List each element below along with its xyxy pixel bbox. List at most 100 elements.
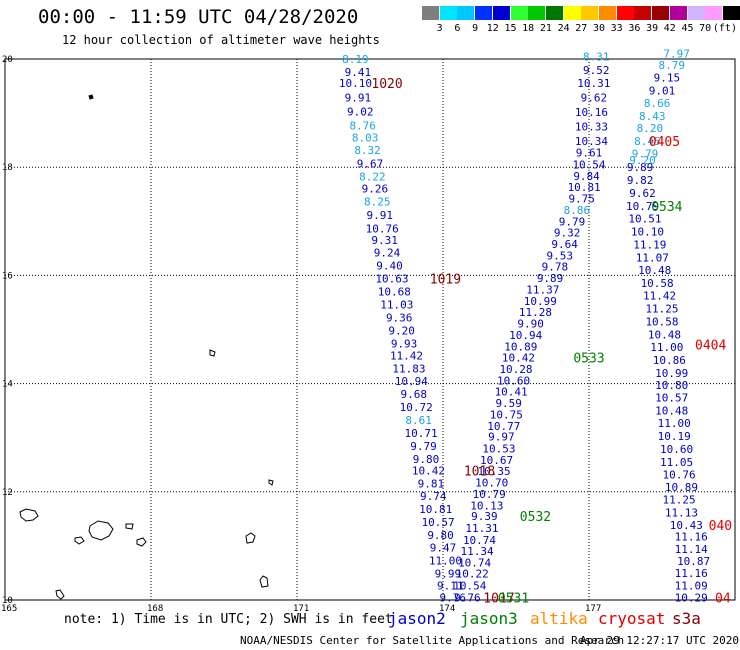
wave-height-value: 9.82 bbox=[627, 174, 654, 187]
wave-height-value: 9.91 bbox=[366, 209, 393, 222]
wave-height-value: 9.39 bbox=[471, 510, 498, 523]
wave-height-value: 10.74 bbox=[458, 557, 491, 570]
wave-height-value: 8.32 bbox=[354, 144, 381, 157]
pass-time-stamp: 0531 bbox=[498, 591, 529, 606]
wave-height-value: 9.78 bbox=[542, 261, 569, 274]
scale-swatch bbox=[687, 6, 705, 20]
scale-swatch bbox=[492, 6, 510, 20]
wave-height-value: 10.80 bbox=[655, 379, 688, 392]
wave-height-value: 11.09 bbox=[675, 579, 708, 592]
wave-height-value: 10.77 bbox=[487, 420, 520, 433]
scale-swatch bbox=[599, 6, 616, 20]
credit-line: NOAA/NESDIS Center for Satellite Applica… bbox=[240, 634, 625, 647]
pass-time-stamp: 1020 bbox=[371, 77, 402, 92]
island-shape bbox=[125, 523, 134, 530]
scale-swatch bbox=[652, 6, 670, 20]
wave-height-value: 10.63 bbox=[375, 273, 408, 286]
wave-height-value: 11.28 bbox=[519, 306, 552, 319]
wave-height-value: 11.00 bbox=[650, 341, 683, 354]
wave-height-value: 8.61 bbox=[405, 414, 432, 427]
scale-label: 39 bbox=[646, 23, 659, 34]
wave-height-value: 10.94 bbox=[509, 329, 542, 342]
island-shape bbox=[245, 532, 256, 544]
wave-height-value: 9.40 bbox=[376, 260, 403, 273]
wave-height-value: 10.86 bbox=[653, 354, 686, 367]
scale-swatch bbox=[705, 6, 723, 20]
wave-height-value: 10.13 bbox=[470, 499, 503, 512]
wave-height-value: 9.02 bbox=[347, 105, 374, 118]
wave-height-value: 10.57 bbox=[655, 392, 688, 405]
wave-height-value: 10.60 bbox=[660, 443, 693, 456]
wave-height-value: 9.20 bbox=[629, 154, 656, 167]
wave-height-value: 10.51 bbox=[628, 213, 661, 226]
scale-swatch bbox=[634, 6, 652, 20]
wave-height-value: 10.76 bbox=[366, 222, 399, 235]
scale-swatch bbox=[475, 6, 493, 20]
wave-height-value: 9.52 bbox=[583, 64, 610, 77]
satellite-legend-jason2: jason2 bbox=[388, 609, 446, 628]
scale-label: 30 bbox=[592, 23, 606, 34]
scale-label: 21 bbox=[539, 23, 552, 34]
scale-label: 42 bbox=[663, 23, 676, 34]
wave-height-value: 8.22 bbox=[359, 170, 386, 183]
wave-height-value: 8.66 bbox=[644, 97, 671, 110]
wave-height-value: 10.31 bbox=[577, 77, 610, 90]
wave-height-value: 10.16 bbox=[575, 106, 608, 119]
wave-height-value: 9.79 bbox=[559, 215, 586, 228]
wave-height-value: 10.10 bbox=[631, 226, 664, 239]
wave-height-value: 9.79 bbox=[410, 440, 437, 453]
scale-swatch bbox=[545, 6, 563, 20]
wave-height-tracks: 8.199.4110.109.919.028.768.038.329.678.2… bbox=[339, 48, 710, 605]
wave-height-value: 10.48 bbox=[655, 405, 688, 418]
map-title: 00:00 - 11:59 UTC 04/28/2020 bbox=[38, 6, 359, 28]
wave-height-value: 10.33 bbox=[575, 121, 608, 134]
latitude-label: 16 bbox=[2, 271, 13, 281]
longitude-label: 168 bbox=[147, 604, 163, 614]
wave-height-value: 9.76 bbox=[439, 591, 466, 604]
wave-height-value: 11.42 bbox=[643, 289, 676, 302]
wave-height-value: 9.79 bbox=[632, 148, 659, 161]
pass-time-stamp: 1019 bbox=[430, 273, 461, 288]
island-outlines bbox=[19, 94, 274, 600]
wave-height-value: 10.74 bbox=[463, 534, 496, 547]
wave-height-value: 11.00 bbox=[429, 555, 462, 568]
wave-height-value: 10.94 bbox=[395, 375, 428, 388]
wave-height-value: 9.61 bbox=[576, 147, 603, 160]
wave-height-value: 9.31 bbox=[371, 234, 398, 247]
wave-height-value: 10.89 bbox=[665, 481, 698, 494]
wave-height-value: 9.80 bbox=[413, 453, 440, 466]
wave-height-value: 9.68 bbox=[401, 388, 428, 401]
wave-height-value: 9.93 bbox=[391, 338, 418, 351]
wave-height-value: 11.19 bbox=[633, 239, 666, 252]
longitude-label: 177 bbox=[585, 604, 601, 614]
generation-timestamp: Apr 29 12:27:17 UTC 2020 bbox=[580, 634, 739, 647]
wave-height-value: 10.42 bbox=[502, 352, 535, 365]
map-frame bbox=[4, 58, 736, 601]
wave-height-value: 11.16 bbox=[675, 531, 708, 544]
wave-height-value: 10.41 bbox=[495, 386, 528, 399]
scale-swatch bbox=[510, 6, 528, 20]
wave-height-value: 10.22 bbox=[456, 567, 489, 580]
island-shape bbox=[88, 520, 114, 541]
scale-label: (ft) bbox=[712, 23, 737, 34]
wave-height-value: 10.72 bbox=[400, 401, 433, 414]
wave-height-value: 7.97 bbox=[663, 48, 690, 61]
wave-height-value: 11.31 bbox=[465, 522, 498, 535]
wave-height-value: 11.03 bbox=[380, 299, 413, 312]
scale-label: 18 bbox=[522, 23, 535, 34]
wave-height-value: 9.67 bbox=[357, 157, 384, 170]
latitude-label: 20 bbox=[2, 55, 13, 65]
island-shape bbox=[209, 349, 216, 357]
pass-time-stamp: 1017 bbox=[483, 591, 514, 606]
wave-height-value: 8.45 bbox=[634, 135, 661, 148]
wave-height-value: 11.34 bbox=[461, 545, 494, 558]
wave-height-value: 10.43 bbox=[670, 519, 703, 532]
scale-label: 27 bbox=[575, 23, 588, 34]
wave-height-value: 10.89 bbox=[504, 340, 537, 353]
scale-label: 24 bbox=[557, 23, 570, 34]
wave-height-value: 10.67 bbox=[480, 454, 513, 467]
wave-height-value: 11.05 bbox=[660, 456, 693, 469]
wave-height-value: 10.76 bbox=[662, 468, 695, 481]
satellite-legend-s3a: s3a bbox=[672, 609, 701, 628]
scale-swatch bbox=[457, 6, 475, 20]
